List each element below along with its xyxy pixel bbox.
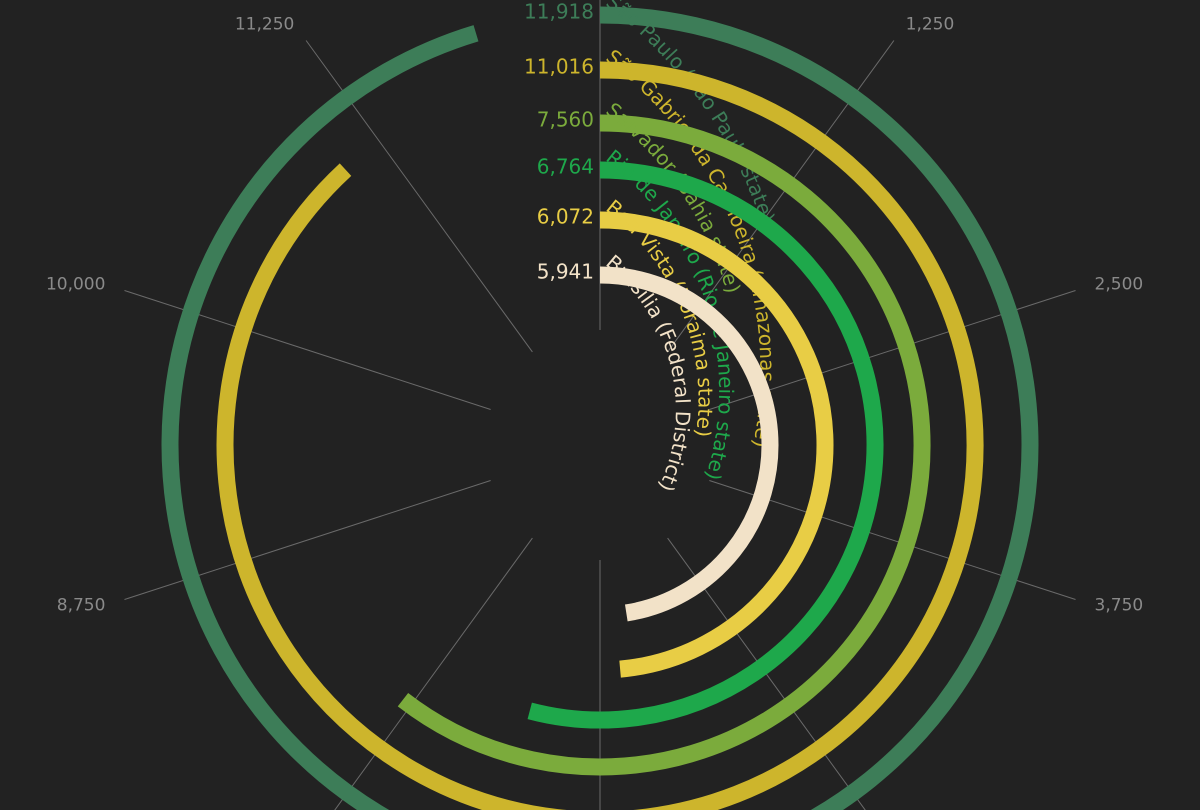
tick-label: 8,750 (57, 596, 106, 616)
tick-label: 10,000 (46, 274, 105, 294)
radial-bar (216, 61, 984, 810)
value-label: 6,764 (537, 155, 594, 179)
tick-label: 2,500 (1095, 274, 1144, 294)
value-label: 7,560 (537, 108, 594, 132)
tick-label: 3,750 (1095, 596, 1144, 616)
radial-bar (161, 6, 1039, 810)
value-label: 5,941 (537, 260, 594, 284)
value-label: 6,072 (537, 205, 594, 229)
radial-bar (599, 266, 779, 622)
radial-bar (599, 211, 834, 678)
tick-label: 1,250 (906, 14, 955, 34)
value-label: 11,016 (524, 55, 594, 79)
radial-bar (397, 114, 931, 776)
radial-bar (527, 161, 884, 729)
value-label: 11,918 (524, 0, 594, 24)
tick-label: 11,250 (235, 14, 294, 34)
